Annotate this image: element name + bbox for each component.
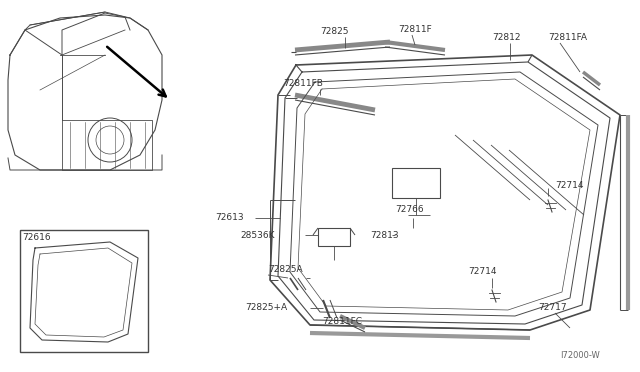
- Text: 72714: 72714: [468, 267, 497, 276]
- Text: 72811FC: 72811FC: [322, 317, 362, 327]
- Text: 72811FA: 72811FA: [548, 33, 587, 42]
- Text: 72825+A: 72825+A: [245, 304, 287, 312]
- Text: 72717: 72717: [538, 304, 566, 312]
- Text: 72811F: 72811F: [398, 26, 432, 35]
- Text: 72825A: 72825A: [268, 266, 303, 275]
- Text: I72000-W: I72000-W: [560, 350, 600, 359]
- Bar: [392, 168, 440, 198]
- Text: 72616: 72616: [22, 232, 51, 241]
- Text: 72714: 72714: [555, 180, 584, 189]
- Text: 72825: 72825: [320, 28, 349, 36]
- Bar: [20, 230, 148, 352]
- Text: 72613: 72613: [215, 214, 244, 222]
- Text: 72811FB: 72811FB: [283, 80, 323, 89]
- Text: 72766: 72766: [395, 205, 424, 215]
- Bar: [318, 228, 350, 246]
- Text: 72812: 72812: [492, 33, 520, 42]
- Text: 28536K: 28536K: [240, 231, 275, 240]
- Text: 72813: 72813: [370, 231, 399, 240]
